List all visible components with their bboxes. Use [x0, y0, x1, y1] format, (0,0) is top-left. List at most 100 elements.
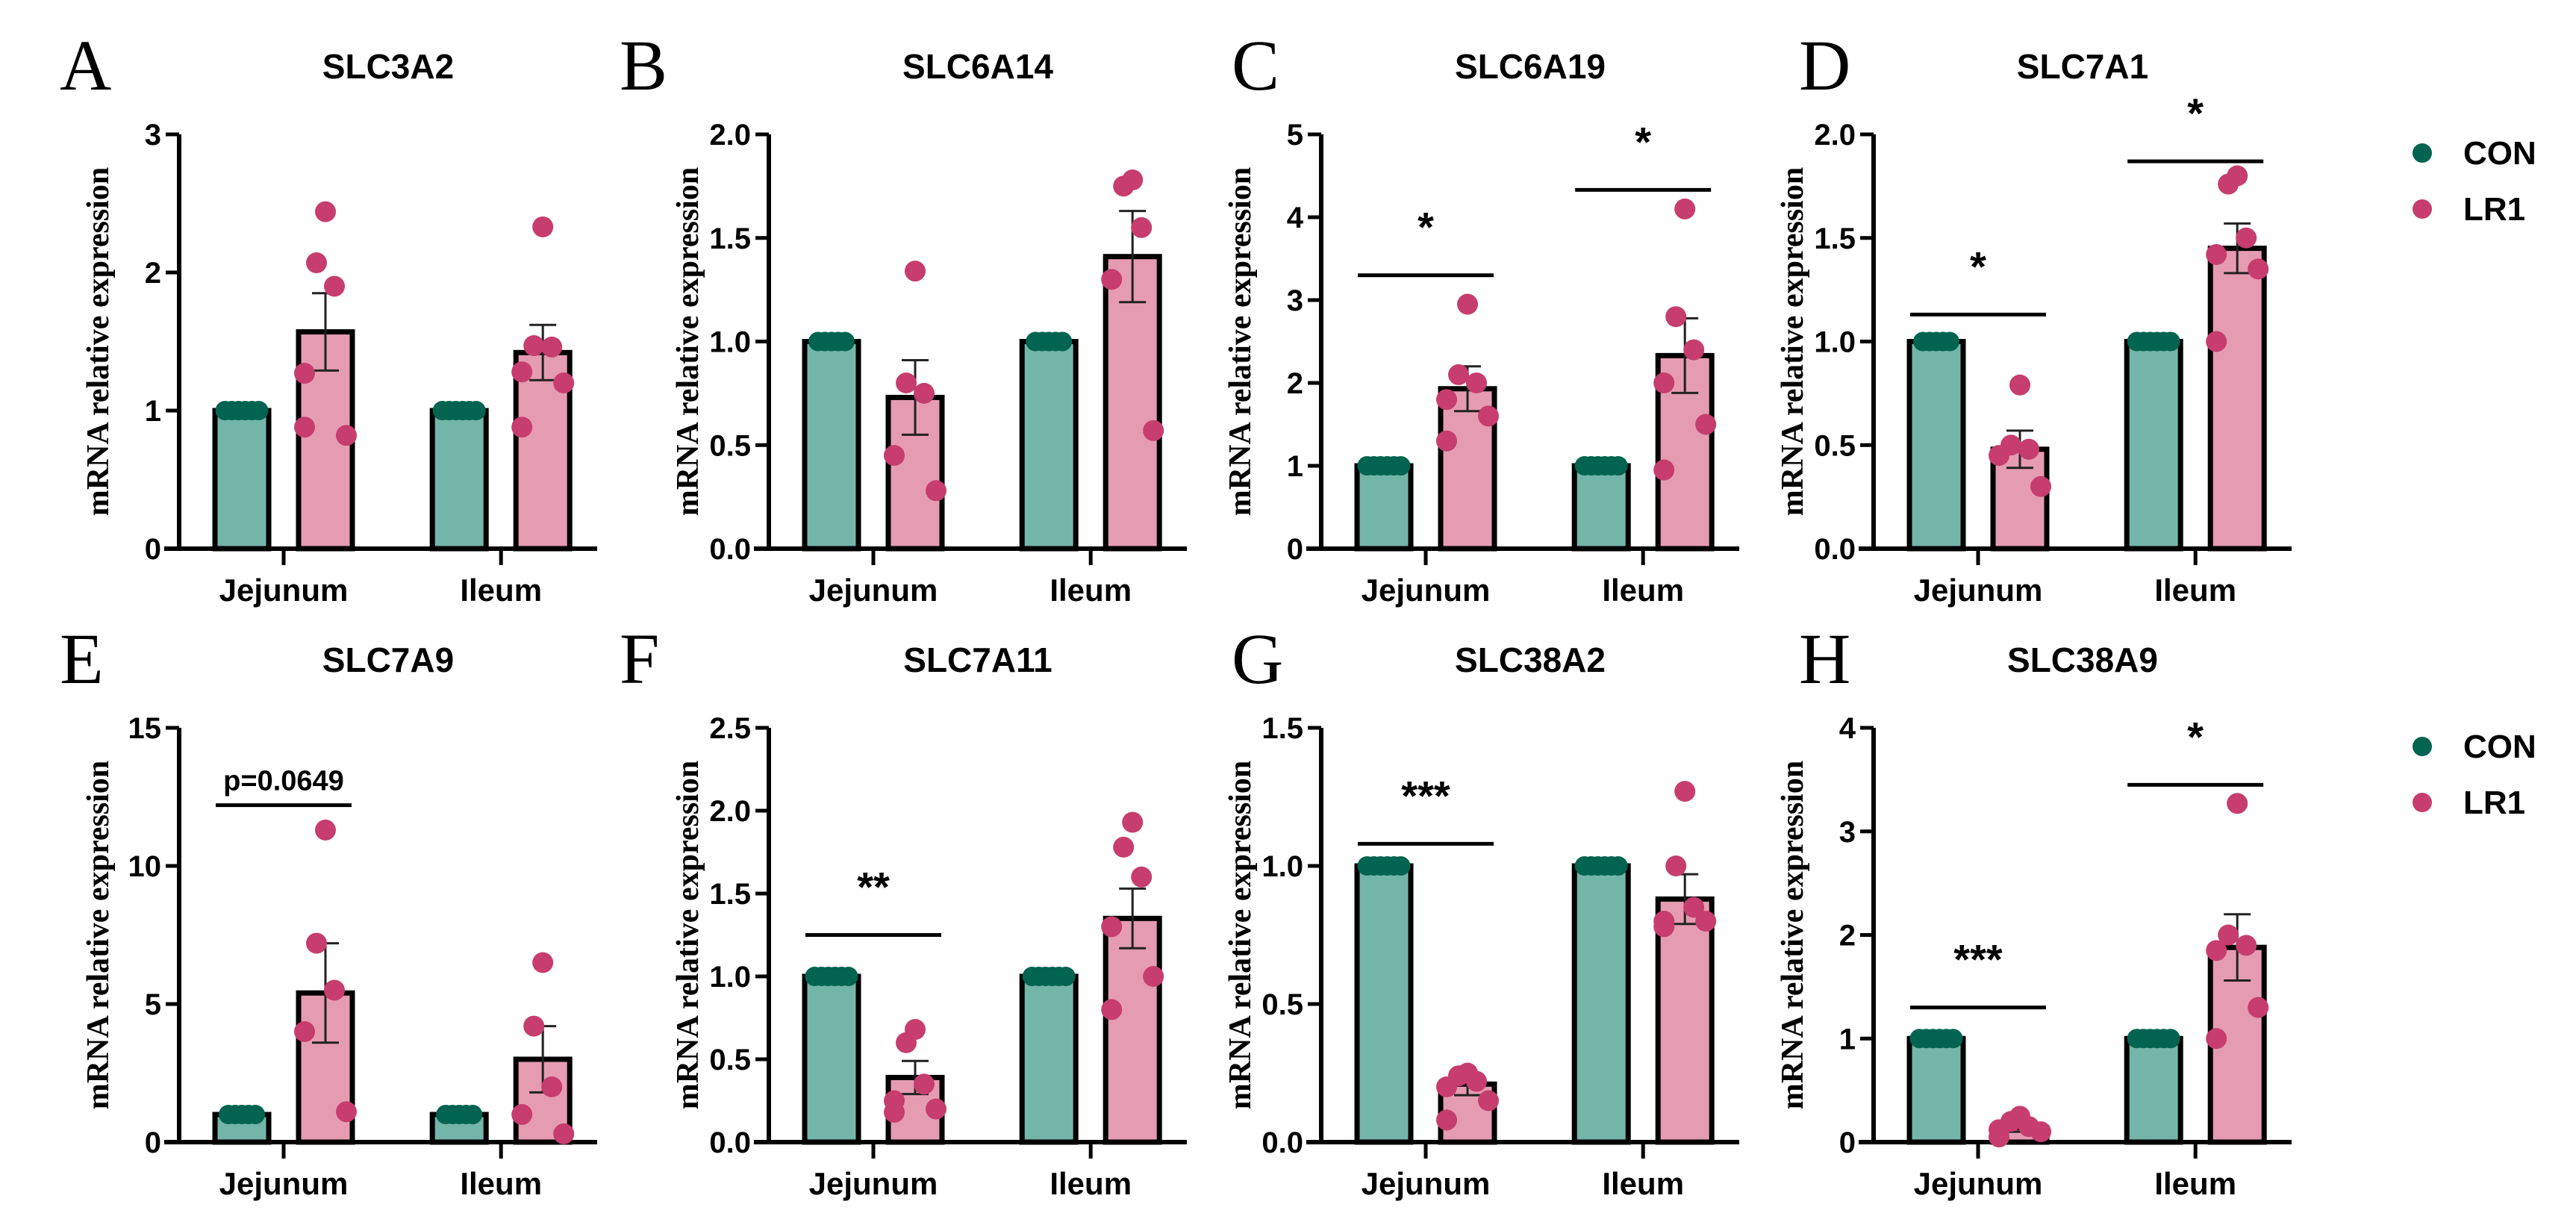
bar-con	[1354, 463, 1414, 552]
legend: CON LR1	[2413, 729, 2536, 821]
data-point-lr1	[1122, 811, 1144, 833]
bar-lr1	[1103, 254, 1162, 552]
panel-letter: F	[620, 619, 659, 699]
data-point-lr1	[1466, 372, 1487, 393]
y-tick-label: 1.0	[709, 961, 751, 994]
data-point-lr1	[2248, 997, 2269, 1018]
data-point-lr1	[1989, 445, 2009, 467]
bar-con	[2124, 339, 2183, 552]
significance-label: *	[1970, 243, 1986, 290]
data-point-lr1	[523, 335, 545, 357]
y-tick-label: 0.5	[709, 429, 751, 462]
y-axis-label: mRNA relative expression	[81, 167, 116, 516]
data-point-lr1	[511, 1104, 533, 1125]
data-point-lr1	[2206, 331, 2227, 352]
y-tick-label: 0.0	[1262, 1126, 1303, 1159]
y-tick-label: 0	[145, 1126, 161, 1159]
y-tick-label: 1.5	[1262, 712, 1303, 745]
data-point-lr1	[1466, 1070, 1487, 1092]
panel-letter: B	[620, 25, 667, 105]
data-point-lr1	[1131, 866, 1153, 888]
bar-lr1	[1103, 915, 1162, 1145]
data-point-lr1	[2218, 173, 2239, 195]
data-point-lr1	[2248, 258, 2269, 280]
significance-label: **	[857, 864, 890, 911]
chart-title: SLC38A9	[2007, 640, 2158, 679]
data-point-lr1	[553, 1123, 575, 1144]
x-tick-label: Jejunum	[219, 573, 349, 608]
panel-letter: D	[1799, 25, 1850, 105]
data-point-lr1	[2030, 476, 2051, 497]
data-point-con	[1052, 331, 1073, 352]
data-point-lr1	[1695, 911, 1717, 932]
data-point-lr1	[896, 372, 917, 393]
y-tick-label: 15	[128, 712, 162, 745]
data-point-con	[1055, 967, 1076, 986]
data-point-lr1	[1478, 405, 1499, 427]
legend-marker-con	[2413, 737, 2432, 756]
data-point-lr1	[523, 1015, 545, 1037]
data-point-lr1	[1674, 198, 1696, 219]
chart-title: SLC6A14	[902, 47, 1053, 86]
x-tick-label: Ileum	[460, 1166, 542, 1201]
y-tick-label: 1.5	[709, 222, 751, 255]
bar-lr1	[1990, 446, 2050, 552]
data-point-lr1	[1131, 216, 1153, 238]
y-tick-label: 0.5	[709, 1044, 751, 1076]
y-tick-label: 0	[145, 533, 161, 566]
y-tick-label: 0	[1287, 533, 1303, 566]
data-point-lr1	[541, 336, 563, 358]
legend-label: LR1	[2463, 191, 2525, 228]
legend-label: CON	[2463, 729, 2536, 765]
panel-letter: C	[1232, 25, 1279, 105]
bar-con	[1571, 863, 1631, 1145]
data-point-lr1	[1478, 1090, 1499, 1112]
y-tick-label: 1.0	[709, 326, 751, 359]
significance-label: *	[1418, 204, 1434, 251]
data-point-lr1	[1436, 430, 1457, 452]
x-tick-label: Jejunum	[1362, 573, 1491, 608]
significance-label: *	[2187, 713, 2204, 760]
x-tick-label: Jejunum	[1914, 573, 2043, 608]
data-point-lr1	[511, 417, 533, 438]
x-tick-label: Jejunum	[809, 1166, 938, 1201]
data-point-lr1	[1101, 999, 1123, 1020]
y-tick-label: 10	[128, 850, 162, 883]
bar-con	[2124, 1035, 2183, 1145]
data-point-lr1	[315, 819, 336, 841]
data-point-lr1	[541, 1076, 563, 1097]
chart-title: SLC3A2	[322, 47, 454, 86]
data-point-lr1	[905, 261, 926, 282]
data-point-lr1	[896, 1032, 917, 1053]
panel-letter: H	[1799, 619, 1850, 699]
data-point-lr1	[1695, 414, 1717, 435]
y-tick-label: 0.5	[1262, 988, 1303, 1021]
chart-title: SLC6A19	[1455, 47, 1606, 86]
data-point-lr1	[1436, 1109, 1457, 1131]
data-point-lr1	[294, 417, 315, 438]
significance-label: ***	[1401, 772, 1450, 819]
data-point-con	[1391, 856, 1411, 876]
data-point-lr1	[884, 445, 905, 467]
data-point-lr1	[2206, 1028, 2227, 1050]
x-tick-label: Jejunum	[219, 1166, 349, 1201]
y-axis-label: mRNA relative expression	[671, 761, 705, 1109]
data-point-lr1	[1989, 1126, 2009, 1148]
panel-A: A SLC3A2 mRNA relative expression 0 1 2 3 Jejun…	[60, 25, 597, 608]
data-point-lr1	[1101, 269, 1123, 290]
y-tick-label: 2	[145, 257, 161, 290]
data-point-lr1	[306, 932, 327, 954]
chart-title: SLC38A2	[1455, 640, 1606, 679]
x-tick-label: Ileum	[1050, 1166, 1132, 1201]
data-point-lr1	[2206, 243, 2227, 265]
data-point-lr1	[294, 363, 315, 384]
data-point-lr1	[884, 1102, 905, 1123]
data-point-lr1	[294, 1021, 315, 1042]
bar-con	[1019, 973, 1079, 1145]
y-tick-label: 1	[145, 395, 161, 428]
data-point-con	[463, 1105, 483, 1124]
y-tick-label: 0.5	[1814, 429, 1856, 462]
bar-lr1	[1655, 896, 1715, 1145]
